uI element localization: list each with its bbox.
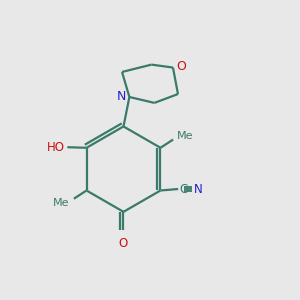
Text: O: O (176, 61, 186, 74)
Text: Me: Me (53, 198, 70, 208)
Text: O: O (119, 237, 128, 250)
Text: N: N (194, 182, 202, 196)
Text: HO: HO (47, 141, 65, 154)
Text: N: N (116, 91, 126, 103)
Text: Me: Me (177, 131, 194, 141)
Text: C: C (179, 182, 187, 196)
